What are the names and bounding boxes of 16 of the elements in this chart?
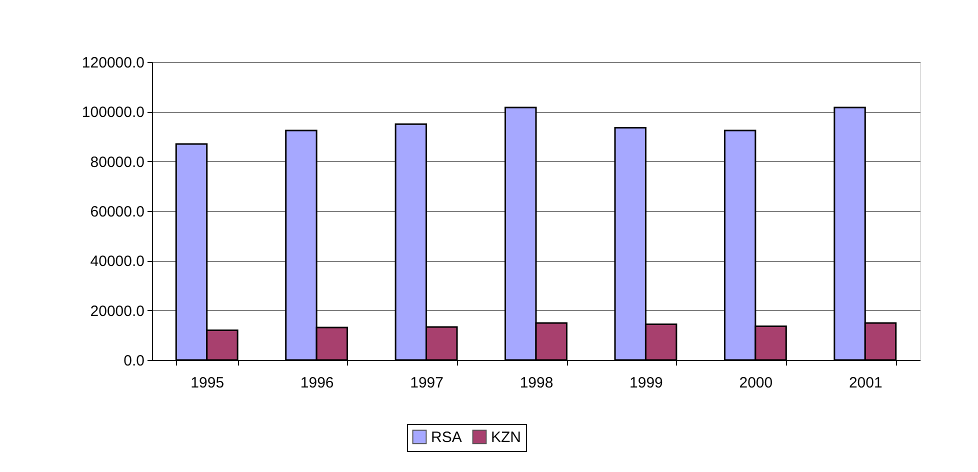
y-tick-label: 120000.0 — [82, 54, 144, 72]
legend-label: RSA — [431, 428, 462, 446]
y-tick-label: 100000.0 — [82, 104, 144, 122]
x-tick-label: 1997 — [410, 374, 444, 392]
x-tick-label: 2001 — [848, 374, 882, 392]
y-tick-label: 80000.0 — [90, 154, 144, 171]
y-tick-label: 40000.0 — [90, 253, 144, 270]
y-tick-label: 20000.0 — [90, 302, 144, 320]
y-tick-label: 60000.0 — [90, 204, 144, 220]
x-tick-label: 1998 — [520, 374, 554, 392]
x-tick-label: 2000 — [739, 374, 773, 392]
x-tick-label: 1999 — [630, 374, 663, 392]
x-tick-label: 1995 — [190, 374, 224, 392]
x-tick-label: 1996 — [300, 374, 334, 392]
y-tick-label: 0.0 — [124, 352, 144, 370]
legend-label: KZN — [491, 428, 521, 446]
